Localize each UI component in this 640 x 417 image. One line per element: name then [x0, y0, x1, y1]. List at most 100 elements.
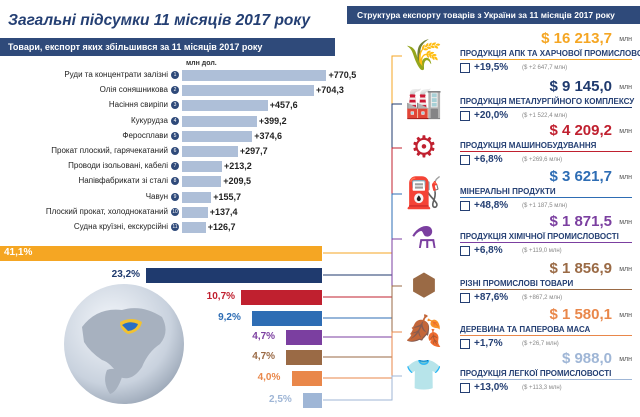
growth-bar — [182, 115, 257, 127]
growth-item-label: Феросплави — [122, 130, 168, 140]
growth-value-label: +704,3 — [316, 85, 344, 96]
growth-item-label: Руди та концентрати залізні — [64, 70, 168, 79]
sector-name: ПРОДУКЦІЯ МЕТАЛУРГІЙНОГО КОМПЛЕКСУ — [460, 97, 635, 106]
trend-up-icon — [460, 246, 470, 256]
sector-total: $ 988,0 — [561, 350, 612, 367]
growth-item-label: Олія соняшникова — [99, 85, 168, 95]
sector-name: ПРОДУКЦІЯ МАШИНОБУДУВАННЯ — [460, 141, 597, 150]
sector-growth-absolute: ($ +119,0 млн) — [522, 248, 562, 254]
trend-up-icon — [460, 201, 470, 211]
sector-underline — [460, 59, 632, 60]
wheat-cow-icon: 🌾 — [405, 39, 443, 72]
connector-line — [323, 375, 402, 401]
growth-item-label: Чавун — [145, 191, 168, 201]
connector-line — [323, 331, 402, 379]
sector-total-unit: млн — [619, 266, 632, 273]
growth-item-number: 2 — [171, 86, 179, 95]
share-percent-label: 10,7% — [206, 291, 236, 302]
sector-total: $ 4 209,2 — [549, 122, 612, 139]
unit-header: млн дол. — [186, 60, 217, 67]
sector-growth-absolute: ($ +269,6 млн) — [522, 157, 563, 163]
sector-growth-percent: +19,5% — [474, 62, 509, 73]
sector-total-unit: млн — [619, 356, 632, 363]
trend-up-icon — [460, 155, 470, 165]
sector-growth-percent: +87,6% — [474, 292, 509, 303]
growth-bar — [182, 100, 268, 112]
sector-growth-absolute: ($ +113,3 млн) — [522, 385, 562, 391]
connector-line — [323, 238, 402, 338]
tshirt-icon: 👕 — [405, 359, 443, 392]
sector-growth-percent: +13,0% — [474, 382, 509, 393]
sector-total: $ 1 871,5 — [549, 213, 612, 230]
growth-bar — [182, 85, 315, 97]
sector-underline — [460, 107, 632, 108]
growth-item-number: 3 — [171, 101, 179, 110]
sector-total-unit: млн — [619, 36, 632, 43]
growth-bar — [182, 176, 222, 188]
share-bar — [252, 311, 322, 326]
share-bar — [286, 350, 322, 365]
growth-value-label: +209,5 — [223, 176, 252, 187]
growth-item-number: 7 — [171, 162, 179, 171]
sector-underline — [460, 379, 632, 380]
sector-total-unit: млн — [619, 312, 632, 319]
trend-up-icon — [460, 293, 470, 303]
page-title: Загальні підсумки 11 місяців 2017 року — [8, 12, 311, 29]
sector-underline — [460, 242, 632, 243]
sector-total: $ 9 145,0 — [549, 78, 612, 95]
growth-item-label: Проводи ізольовані, кабелі — [68, 161, 168, 171]
left-subtitle-bar: Товари, експорт яких збільшився за 11 мі… — [0, 38, 335, 56]
right-subtitle-bar: Структура експорту товарів з України за … — [347, 6, 640, 24]
share-percent-label: 23,2% — [111, 269, 141, 280]
sector-total-unit: млн — [619, 219, 632, 226]
hex-nut-icon: ⬢ — [410, 269, 438, 302]
growth-value-label: +457,6 — [269, 100, 298, 111]
leaf-icon: 🍂 — [405, 315, 443, 348]
share-percent-label: 41,1% — [4, 247, 33, 258]
growth-value-label: +399,2 — [258, 115, 287, 126]
growth-item-number: 6 — [171, 147, 179, 155]
share-percent-label: 9,2% — [218, 312, 241, 323]
sector-growth-percent: +6,8% — [474, 245, 503, 256]
growth-item-label: Насіння свиріпи — [108, 100, 168, 110]
sector-name: ПРОДУКЦІЯ ХІМІЧНОЇ ПРОМИСЛОВОСТІ — [460, 232, 619, 241]
growth-bar — [182, 161, 222, 173]
growth-bar — [182, 130, 253, 142]
factory-icon: 🏭 — [405, 87, 443, 120]
share-bar — [240, 290, 322, 305]
share-percent-label: 4,0% — [257, 372, 281, 383]
sector-name: ПРОДУКЦІЯ ЛЕГКОЇ ПРОМИСЛОВОСТІ — [460, 369, 612, 378]
growth-item-number: 8 — [171, 177, 179, 186]
share-bar — [291, 371, 322, 386]
sector-underline — [460, 197, 632, 198]
share-bar — [303, 393, 322, 408]
connector-line — [323, 55, 402, 254]
growth-bar — [182, 206, 208, 218]
sector-growth-absolute: ($ +867,2 млн) — [522, 295, 563, 301]
growth-value-label: +155,7 — [213, 191, 241, 202]
growth-value-label: +374,6 — [254, 130, 283, 141]
sector-growth-absolute: ($ +2 647,7 млн) — [522, 65, 568, 71]
sector-total-unit: млн — [619, 128, 632, 135]
growth-item-number: 9 — [171, 192, 179, 201]
sector-name: ПРОДУКЦІЯ АПК ТА ХАРЧОВОЇ ПРОМИСЛОВОСТІ — [460, 49, 640, 58]
growth-item-number: 5 — [171, 131, 179, 140]
trend-up-icon — [460, 339, 470, 349]
growth-item-label: Кукурудза — [130, 115, 168, 125]
growth-bar — [182, 146, 238, 157]
share-percent-label: 4,7% — [252, 351, 276, 362]
connector-line — [323, 103, 402, 276]
sector-growth-absolute: ($ +26,7 млн) — [522, 341, 559, 347]
trend-up-icon — [460, 111, 470, 121]
sector-growth-percent: +20,0% — [474, 110, 509, 121]
sector-total: $ 16 213,7 — [541, 30, 612, 47]
share-bar — [286, 330, 322, 345]
sector-underline — [460, 151, 632, 152]
growth-value-label: +137,4 — [209, 206, 238, 217]
trend-up-icon — [460, 383, 470, 393]
sector-growth-percent: +6,8% — [474, 154, 503, 165]
growth-item-number: 11 — [171, 223, 179, 231]
sector-growth-absolute: ($ +1 187,5 млн) — [522, 203, 568, 209]
growth-item-number: 1 — [171, 71, 179, 79]
